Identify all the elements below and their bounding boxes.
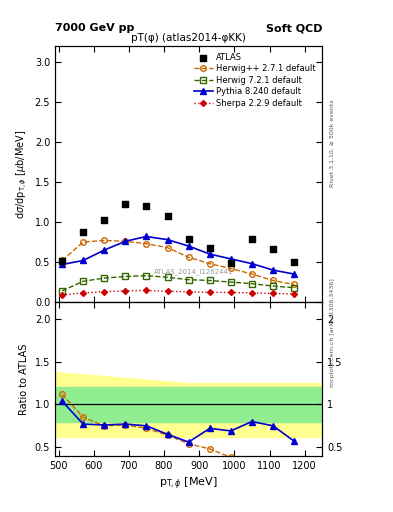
Text: mcplots.cern.ch [arXiv:1306.3436]: mcplots.cern.ch [arXiv:1306.3436]	[330, 279, 335, 387]
ATLAS	[101, 216, 107, 224]
Line: Herwig 7.2.1 default: Herwig 7.2.1 default	[59, 273, 297, 294]
Sherpa 2.2.9 default	[60, 292, 64, 298]
ATLAS	[270, 245, 276, 253]
Herwig 7.2.1 default	[271, 283, 275, 289]
Text: Rivet 3.1.10, ≥ 500k events: Rivet 3.1.10, ≥ 500k events	[330, 99, 335, 187]
Pythia 8.240 default	[250, 261, 254, 267]
Sherpa 2.2.9 default	[250, 290, 254, 296]
ATLAS	[143, 202, 150, 210]
Sherpa 2.2.9 default	[271, 290, 275, 296]
Herwig 7.2.1 default	[60, 288, 64, 294]
Sherpa 2.2.9 default	[123, 288, 128, 294]
ATLAS	[228, 259, 234, 267]
Sherpa 2.2.9 default	[208, 289, 212, 295]
ATLAS	[249, 235, 255, 243]
Pythia 8.240 default	[186, 243, 191, 249]
Herwig 7.2.1 default	[250, 281, 254, 287]
Pythia 8.240 default	[208, 251, 212, 257]
Pythia 8.240 default	[81, 258, 86, 264]
Herwig++ 2.7.1 default	[208, 261, 212, 267]
ATLAS	[80, 227, 86, 236]
Herwig 7.2.1 default	[165, 274, 170, 281]
Sherpa 2.2.9 default	[186, 289, 191, 295]
Pythia 8.240 default	[123, 238, 128, 244]
Herwig++ 2.7.1 default	[81, 239, 86, 245]
Sherpa 2.2.9 default	[102, 289, 107, 295]
Y-axis label: d$\sigma$/dp$_{\mathrm{T},\phi}$ [$\mu$b/MeV]: d$\sigma$/dp$_{\mathrm{T},\phi}$ [$\mu$b…	[15, 130, 29, 219]
Herwig 7.2.1 default	[144, 272, 149, 279]
ATLAS	[122, 200, 129, 208]
Text: Soft QCD: Soft QCD	[266, 23, 322, 33]
ATLAS	[185, 235, 192, 243]
Herwig++ 2.7.1 default	[102, 238, 107, 244]
Herwig++ 2.7.1 default	[292, 282, 296, 288]
Line: Herwig++ 2.7.1 default: Herwig++ 2.7.1 default	[59, 238, 297, 287]
Herwig++ 2.7.1 default	[165, 245, 170, 251]
ATLAS	[164, 212, 171, 221]
Herwig++ 2.7.1 default	[186, 254, 191, 260]
Line: Pythia 8.240 default: Pythia 8.240 default	[59, 233, 297, 277]
Herwig++ 2.7.1 default	[60, 258, 64, 264]
Herwig 7.2.1 default	[81, 278, 86, 284]
Sherpa 2.2.9 default	[165, 288, 170, 294]
Herwig++ 2.7.1 default	[144, 241, 149, 247]
Text: 7000 GeV pp: 7000 GeV pp	[55, 23, 134, 33]
Y-axis label: Ratio to ATLAS: Ratio to ATLAS	[19, 343, 29, 415]
Herwig++ 2.7.1 default	[271, 278, 275, 284]
Sherpa 2.2.9 default	[292, 291, 296, 297]
Pythia 8.240 default	[60, 262, 64, 268]
Pythia 8.240 default	[102, 247, 107, 253]
Legend: ATLAS, Herwig++ 2.7.1 default, Herwig 7.2.1 default, Pythia 8.240 default, Sherp: ATLAS, Herwig++ 2.7.1 default, Herwig 7.…	[192, 50, 318, 110]
ATLAS	[291, 258, 297, 266]
Pythia 8.240 default	[292, 271, 296, 277]
Herwig 7.2.1 default	[102, 275, 107, 281]
Pythia 8.240 default	[228, 256, 233, 262]
Herwig++ 2.7.1 default	[250, 271, 254, 277]
Herwig 7.2.1 default	[123, 273, 128, 280]
Pythia 8.240 default	[271, 267, 275, 273]
ATLAS	[59, 257, 65, 265]
Herwig 7.2.1 default	[208, 278, 212, 284]
Line: Sherpa 2.2.9 default: Sherpa 2.2.9 default	[60, 288, 296, 297]
Herwig++ 2.7.1 default	[228, 265, 233, 271]
Pythia 8.240 default	[144, 233, 149, 240]
Herwig++ 2.7.1 default	[123, 238, 128, 244]
Text: ATLAS_2014_I1262441: ATLAS_2014_I1262441	[154, 268, 234, 275]
Sherpa 2.2.9 default	[144, 287, 149, 293]
Pythia 8.240 default	[165, 237, 170, 243]
ATLAS	[207, 244, 213, 252]
Herwig 7.2.1 default	[228, 279, 233, 285]
Sherpa 2.2.9 default	[81, 290, 86, 296]
Herwig 7.2.1 default	[292, 285, 296, 291]
Title: pT(φ) (atlas2014-φKK): pT(φ) (atlas2014-φKK)	[131, 33, 246, 42]
Sherpa 2.2.9 default	[228, 289, 233, 295]
X-axis label: p$_{\mathrm{T},\phi}$ [MeV]: p$_{\mathrm{T},\phi}$ [MeV]	[159, 476, 218, 493]
Herwig 7.2.1 default	[186, 276, 191, 283]
